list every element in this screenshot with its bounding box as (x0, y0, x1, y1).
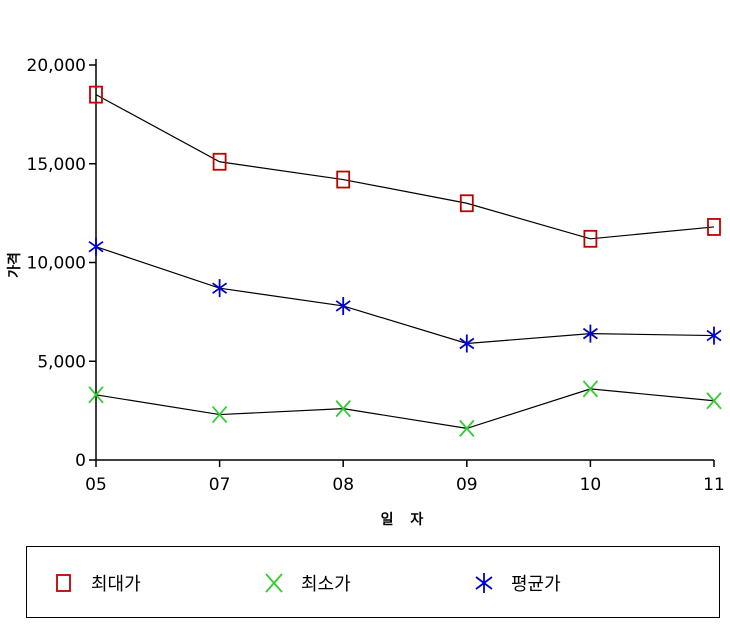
series-layer (88, 85, 722, 437)
y-axis-title: 가격 (6, 252, 23, 278)
x-axis-title: 일 자 (381, 512, 430, 528)
y-tick-label: 10,000 (27, 254, 86, 274)
series-line (95, 94, 715, 240)
data-point-square (459, 194, 474, 213)
data-point-asterisk (459, 334, 475, 353)
data-point-square (89, 85, 103, 104)
legend-label-avg: 평균가 (511, 574, 561, 595)
legend-square-marker-icon (56, 574, 71, 592)
legend-item-min: 최소가 (261, 547, 351, 619)
series-line (95, 246, 715, 345)
data-point-x (459, 419, 475, 437)
data-point-x (211, 405, 228, 424)
data-point-x (582, 380, 599, 398)
data-point-x (88, 386, 104, 404)
series-asterisk (88, 237, 722, 353)
y-tick-label: 0 (75, 451, 86, 471)
y-tick-label: 20,000 (27, 56, 86, 76)
data-point-square (707, 218, 721, 236)
data-point-square (212, 152, 227, 171)
data-point-asterisk (212, 279, 228, 298)
y-tick-label: 5,000 (37, 352, 86, 372)
data-point-square (336, 170, 351, 189)
data-point-x (706, 392, 722, 410)
x-tick-label: 07 (209, 475, 231, 495)
legend-x-marker-icon (265, 573, 283, 593)
x-axis: 05 07 08 09 10 11 (85, 459, 725, 495)
x-tick-label: 11 (703, 475, 725, 495)
line-chart: 0 5,000 10,000 15,000 20,000 05 07 08 09 10 11 일 … (6, 56, 725, 528)
legend-label-min: 최소가 (301, 574, 351, 595)
x-tick-label: 09 (456, 475, 478, 495)
x-tick-label: 08 (332, 475, 354, 495)
series-square (89, 85, 721, 248)
data-point-asterisk (335, 296, 351, 315)
data-point-asterisk (582, 324, 598, 343)
y-tick-label: 15,000 (27, 155, 86, 175)
y-axis: 0 5,000 10,000 15,000 20,000 (27, 56, 97, 471)
legend-item-avg: 평균가 (471, 547, 561, 619)
data-point-x (335, 400, 351, 418)
x-tick-label: 05 (85, 475, 107, 495)
x-tick-label: 10 (580, 475, 602, 495)
legend-item-max: 최대가 (51, 547, 141, 619)
series-line (95, 388, 715, 430)
data-point-asterisk (706, 326, 722, 345)
legend-asterisk-marker-icon (475, 573, 493, 593)
data-point-square (583, 229, 598, 248)
data-point-asterisk (88, 237, 104, 256)
legend-label-max: 최대가 (91, 574, 141, 595)
legend: 최대가 최소가 평균가 (26, 546, 720, 618)
series-x (88, 380, 722, 437)
